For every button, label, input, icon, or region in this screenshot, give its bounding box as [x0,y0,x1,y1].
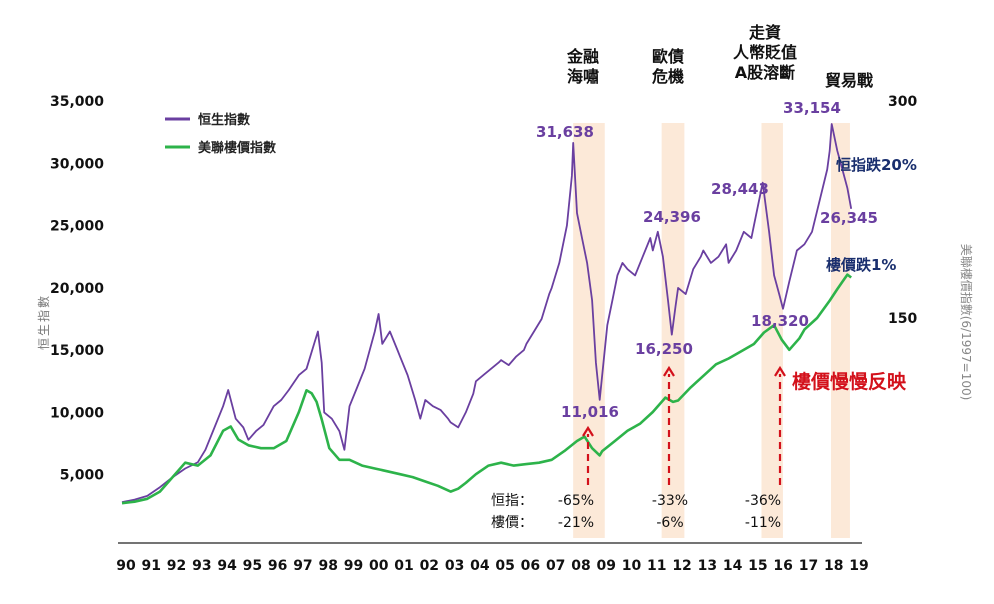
x-tick-label: 93 [192,558,211,574]
x-tick-label: 11 [647,558,666,574]
y-right-tick-label: 300 [888,94,917,110]
x-tick-label: 05 [495,558,514,574]
event-label-line: 走資 [748,23,781,42]
value-label: 31,638 [536,123,594,141]
note-hsi-drop: 恒指跌20% [836,156,917,174]
x-tick-label: 97 [293,558,312,574]
value-label: 24,396 [643,208,701,226]
y-left-tick-label: 30,000 [50,156,104,172]
x-tick-label: 95 [243,558,262,574]
y-left-tick-label: 35,000 [50,94,104,110]
value-label: 26,345 [820,209,878,227]
event-label-line: 金融 [566,47,599,66]
x-tick-label: 01 [394,558,413,574]
y-left-tick-label: 10,000 [50,405,104,421]
event-label-line: 貿易戰 [825,71,873,90]
event-label: 走資人幣貶值 A股溶斷 [733,23,797,82]
x-tick-label: 19 [849,558,868,574]
event-label-line: 海嘯 [567,67,599,86]
event-label: 貿易戰 [825,71,873,90]
drop-table-property-value: -6% [656,515,683,531]
x-tick-label: 90 [116,558,136,574]
x-tick-label: 10 [622,558,642,574]
event-label-line: 危機 [652,67,684,86]
x-tick-label: 99 [344,558,363,574]
value-label: 28,443 [711,180,769,198]
drop-table-hsi-value: -36% [745,493,781,509]
x-tick-label: 15 [748,558,767,574]
x-tick-label: 17 [799,558,818,574]
x-tick-label: 08 [571,558,590,574]
series-line-property [121,273,852,505]
x-tick-label: 03 [445,558,464,574]
event-label-line: A股溶斷 [735,63,795,82]
value-label: 16,250 [635,340,693,358]
y-left-axis-label: 恒生指數 [36,294,51,350]
x-tick-label: 06 [521,558,540,574]
value-label: 11,016 [561,403,619,421]
drop-table-hsi-value: -65% [558,493,594,509]
value-label: 18,320 [751,312,809,330]
x-tick-label: 96 [268,558,287,574]
y-right-tick-label: 150 [888,311,917,327]
y-left-tick-label: 25,000 [50,219,104,235]
event-label: 金融海嘯 [566,47,599,86]
x-tick-label: 18 [824,558,843,574]
drop-table-property-value: -21% [558,515,594,531]
note-property-drop: 樓價跌1% [826,256,896,274]
x-tick-label: 98 [318,558,337,574]
x-tick-label: 91 [142,558,161,574]
x-tick-label: 04 [470,558,490,574]
y-right-axis-label: 美聯樓價指數(6/1997=100) [959,244,974,401]
y-left-tick-label: 15,000 [50,343,104,359]
x-tick-label: 12 [672,558,691,574]
red-arrowhead [582,425,594,437]
event-band-4 [830,123,850,538]
event-label-line: 人幣貶值 [733,43,797,62]
x-tick-label: 09 [596,558,615,574]
drop-table-row-label: 恒指： [491,493,533,509]
legend-label: 美聯樓價指數 [198,140,276,156]
x-tick-label: 00 [369,558,389,574]
x-tick-label: 02 [420,558,439,574]
drop-table-row-label: 樓價： [491,514,533,531]
drop-table-property-value: -11% [745,515,781,531]
x-tick-label: 16 [773,558,792,574]
series-line-hsi [121,123,853,503]
event-label-line: 歐債 [652,47,684,66]
x-tick-label: 92 [167,558,186,574]
x-tick-label: 13 [698,558,717,574]
x-tick-label: 07 [546,558,565,574]
value-label: 33,154 [783,99,841,117]
red-arrowhead [774,365,786,377]
event-band-1 [573,123,605,538]
event-label: 歐債危機 [652,47,684,86]
x-tick-label: 14 [723,558,743,574]
x-tick-label: 94 [217,558,237,574]
drop-table-hsi-value: -33% [652,493,688,509]
note-red: 樓價慢慢反映 [792,370,907,393]
red-arrowhead [663,365,675,377]
y-left-tick-label: 5,000 [60,468,105,484]
legend-label: 恒生指數 [198,112,250,128]
event-band-3 [761,123,783,538]
y-left-tick-label: 20,000 [50,281,104,297]
